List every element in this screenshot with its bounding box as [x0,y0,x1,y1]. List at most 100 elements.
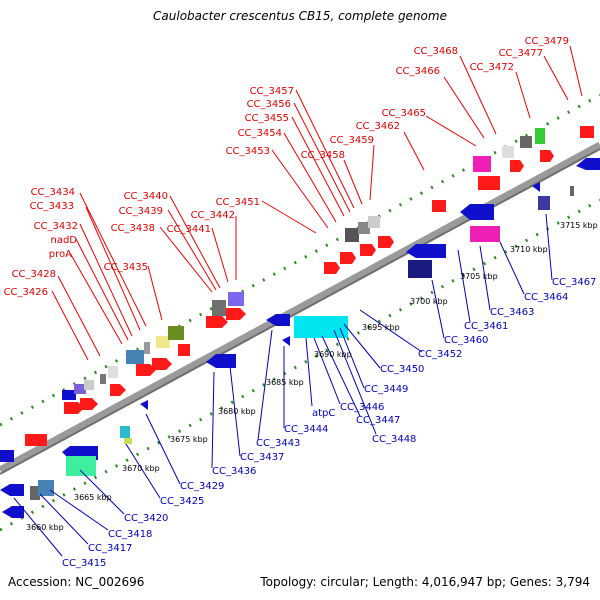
gene-feature [0,450,14,462]
gene-feature [126,350,144,364]
gene-arrow [64,402,84,414]
gene-feature [473,156,491,172]
gene-arrow [540,150,554,162]
scale-label: 3685 kbp [266,378,304,387]
gene-label[interactable]: CC_3441 [167,224,211,235]
gene-label[interactable]: CC_3463 [490,307,534,318]
gene-label[interactable]: CC_3438 [111,223,155,234]
gene-arrow [510,160,524,172]
reverse-leaders [13,213,553,557]
gene-feature [25,434,47,446]
gene-label[interactable]: CC_3429 [180,481,224,492]
gene-label[interactable]: atpC [312,408,335,419]
gene-feature [62,390,76,400]
gene-label[interactable]: CC_3440 [124,191,168,202]
scale-label: 3700 kbp [410,297,448,306]
gene-label[interactable]: CC_3453 [226,146,270,157]
gene-label[interactable]: CC_3418 [108,529,152,540]
gene-label[interactable]: CC_3448 [372,434,416,445]
gene-label[interactable]: CC_3447 [356,415,400,426]
gene-label[interactable]: CC_3460 [444,335,488,346]
gene-label[interactable]: CC_3459 [330,135,374,146]
gene-arrow [532,182,540,192]
gene-label[interactable]: CC_3417 [88,543,132,554]
gene-feature [74,384,86,394]
gene-label[interactable]: nadD [50,235,77,246]
gene-label[interactable]: CC_3443 [256,438,300,449]
gene-label[interactable]: CC_3432 [34,221,78,232]
scale-label: 3695 kbp [362,323,400,332]
gene-label[interactable]: CC_3426 [4,287,48,298]
gene-label[interactable]: CC_3455 [245,113,289,124]
gene-label[interactable]: CC_3472 [470,62,514,73]
gene-arrow [266,314,290,326]
gene-label[interactable]: CC_3415 [62,558,106,569]
gene-label[interactable]: CC_3425 [160,496,204,507]
gene-label[interactable]: CC_3433 [30,201,74,212]
gene-label[interactable]: CC_3479 [525,36,569,47]
gene-label[interactable]: CC_3428 [12,269,56,280]
gene-label[interactable]: CC_3454 [238,128,282,139]
gene-label[interactable]: CC_3434 [31,187,75,198]
scale-label: 3715 kbp [560,221,598,230]
gene-label[interactable]: CC_3436 [212,466,256,477]
scale-label: 3675 kbp [170,435,208,444]
gene-feature [570,186,574,196]
gene-feature [520,136,532,148]
gene-feature [470,226,500,242]
gene-feature [580,126,594,138]
gene-feature [178,344,190,356]
gene-label[interactable]: CC_3458 [301,150,345,161]
gene-feature [100,374,106,384]
gene-label[interactable]: CC_3468 [414,46,458,57]
forward-features [0,126,594,462]
scale-label: 3710 kbp [510,245,548,254]
gene-arrow [2,506,24,518]
gene-arrow [140,400,148,410]
gene-feature [156,336,170,348]
gene-label[interactable]: CC_3465 [382,108,426,119]
gene-label[interactable]: CC_3462 [356,121,400,132]
gene-feature [84,380,94,390]
gene-feature [294,316,348,338]
gene-arrow [152,358,172,370]
gene-label[interactable]: CC_3477 [499,48,543,59]
gene-label[interactable]: CC_3450 [380,364,424,375]
topology-summary: Topology: circular; Length: 4,016,947 bp… [260,575,590,589]
gene-arrow [80,398,98,410]
gene-feature [108,366,118,378]
gene-feature [66,456,96,476]
gene-label[interactable]: CC_3464 [524,292,568,303]
gene-arrow [360,244,376,256]
gene-label[interactable]: CC_3442 [191,210,235,221]
gene-feature [502,146,514,158]
gene-label[interactable]: CC_3461 [464,321,508,332]
gene-label[interactable]: CC_3437 [240,452,284,463]
gene-feature [408,260,432,278]
gene-label[interactable]: CC_3435 [104,262,148,273]
gene-arrow [282,336,290,346]
gene-label[interactable]: CC_3446 [340,402,384,413]
gene-label[interactable]: CC_3456 [247,99,291,110]
gene-arrow [110,384,126,396]
gene-label[interactable]: CC_3420 [124,513,168,524]
gene-feature [478,176,500,190]
gene-label[interactable]: CC_3449 [364,384,408,395]
gene-label[interactable]: CC_3451 [216,197,260,208]
gene-label[interactable]: CC_3466 [396,66,440,77]
gene-arrow [136,364,156,376]
reverse-features [0,158,600,518]
gene-label[interactable]: CC_3444 [284,424,328,435]
gene-arrow [206,354,236,368]
scale-label: 3660 kbp [26,523,64,532]
forward-tick-guide [0,93,600,427]
gene-label[interactable]: proA [49,249,72,260]
scale-label: 3680 kbp [218,407,256,416]
gene-arrow [206,316,228,328]
gene-label[interactable]: CC_3439 [119,206,163,217]
gene-label[interactable]: CC_3452 [418,349,462,360]
gene-label[interactable]: CC_3457 [250,86,294,97]
gene-label[interactable]: CC_3467 [552,277,596,288]
gene-arrow [406,244,446,258]
